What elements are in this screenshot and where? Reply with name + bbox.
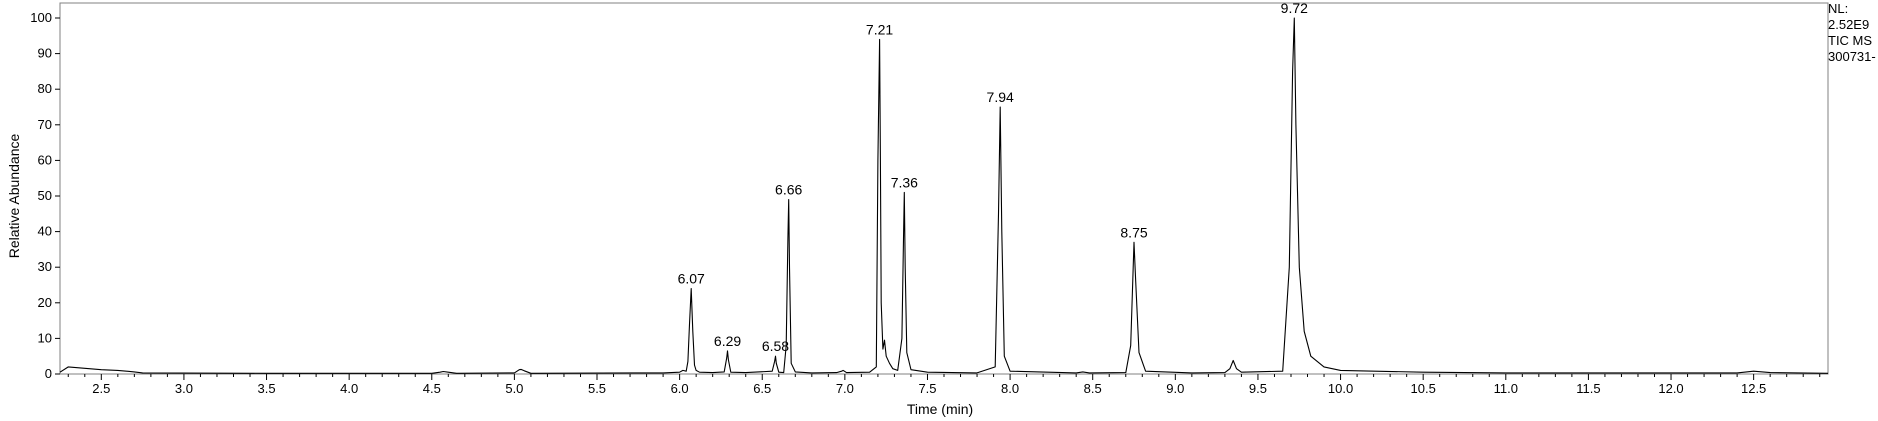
y-axis-title: Relative Abundance (6, 134, 22, 259)
y-tick-label: 50 (38, 188, 52, 203)
x-axis-title: Time (min) (907, 401, 973, 417)
peak-label: 6.07 (678, 271, 705, 287)
x-tick-label: 11.0 (1494, 381, 1518, 396)
peak-label: 9.72 (1281, 0, 1308, 16)
y-tick-label: 40 (38, 224, 52, 239)
x-tick-label: 8.5 (1084, 381, 1102, 396)
x-tick-label: 5.0 (505, 381, 523, 396)
x-tick-label: 10.0 (1328, 381, 1353, 396)
y-tick-label: 10 (38, 330, 52, 345)
x-tick-label: 11.5 (1576, 381, 1600, 396)
x-tick-label: 12.5 (1741, 381, 1766, 396)
y-tick-label: 0 (45, 366, 52, 381)
x-axis: 2.5 3.0 3.5 4.0 4.5 5.0 5.5 6.0 6.5 7.0 7.5 8.0 8.5 9… (67, 374, 1821, 396)
x-tick-label: 3.0 (175, 381, 193, 396)
peak-label: 7.21 (866, 21, 893, 37)
x-tick-label: 5.5 (588, 381, 606, 396)
y-tick-label: 60 (38, 152, 52, 167)
x-tick-label: 2.5 (92, 381, 110, 396)
x-tick-label: 7.5 (918, 381, 936, 396)
x-tick-label: 7.0 (836, 381, 854, 396)
x-tick-label: 9.5 (1249, 381, 1267, 396)
x-tick-label: 12.0 (1658, 381, 1683, 396)
peak-label: 7.94 (987, 89, 1014, 105)
x-tick-label: 9.0 (1166, 381, 1184, 396)
info-box: NL: 2.52E9 TIC MS 300731- (1828, 1, 1876, 65)
y-tick-label: 70 (38, 117, 52, 132)
x-tick-label: 6.5 (753, 381, 771, 396)
x-tick-label: 6.0 (671, 381, 689, 396)
x-tick-label: 3.5 (258, 381, 276, 396)
y-tick-label: 30 (38, 259, 52, 274)
x-tick-label: 8.0 (1001, 381, 1019, 396)
tic-trace (59, 17, 1829, 374)
scan-filter: TIC MS (1828, 33, 1873, 48)
peak-label: 8.75 (1120, 224, 1147, 240)
y-axis: 0 10 20 30 40 50 60 70 80 90 100 (30, 10, 60, 381)
y-tick-label: 20 (38, 295, 52, 310)
peak-label: 7.36 (891, 174, 918, 190)
peak-label: 6.58 (762, 338, 789, 354)
x-tick-label: 10.5 (1411, 381, 1436, 396)
y-tick-label: 100 (30, 10, 52, 25)
file-name: 300731- (1828, 49, 1876, 64)
nl-value: 2.52E9 (1828, 17, 1870, 32)
peak-label: 6.66 (775, 182, 802, 198)
nl-label: NL: (1828, 1, 1849, 16)
x-tick-label: 4.5 (423, 381, 441, 396)
y-tick-label: 80 (38, 81, 52, 96)
peak-labels: 6.07 6.29 6.58 6.66 7.21 7.36 7.94 8.75 9.72 (678, 0, 1309, 354)
x-tick-label: 4.0 (340, 381, 358, 396)
y-tick-label: 90 (38, 46, 52, 61)
peak-label: 6.29 (714, 333, 741, 349)
plot-frame (59, 2, 1829, 375)
